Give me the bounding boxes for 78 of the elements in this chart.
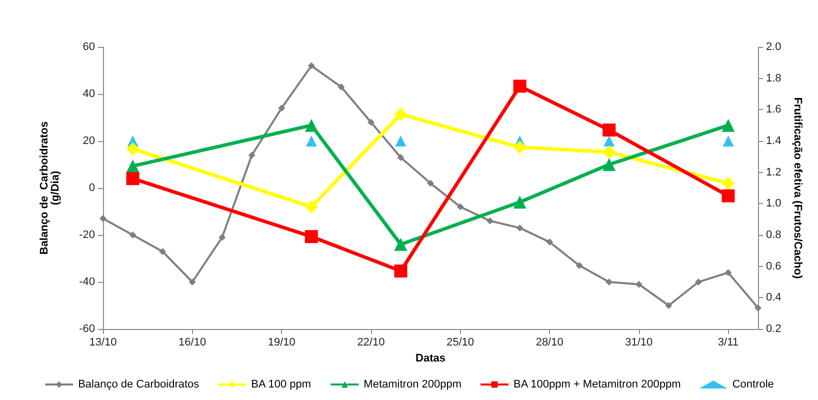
y-tick-label: -40 [79, 276, 95, 288]
point [308, 62, 315, 70]
y2-tick-label: 1.8 [766, 72, 782, 84]
legend-label: BA 100 ppm [251, 378, 312, 390]
y-tick-label: -60 [79, 323, 95, 335]
point [513, 196, 526, 209]
y-axis-title: Balanço de Carboidratos (g/Dia) [38, 121, 62, 255]
point [754, 304, 762, 312]
point [218, 234, 226, 241]
point [722, 176, 735, 190]
point [159, 248, 166, 255]
point [694, 278, 702, 286]
x-tick-label: 22/10 [357, 336, 385, 348]
point [306, 136, 317, 146]
point [304, 118, 318, 132]
y-tick-label: -20 [79, 229, 95, 241]
y2-tick-label: 2.0 [766, 41, 782, 53]
point [188, 278, 196, 286]
point [486, 217, 494, 224]
point [395, 136, 406, 146]
y2-tick-label: 0.2 [766, 323, 782, 335]
legend-label: Metamitron 200ppm [364, 378, 462, 390]
point [394, 238, 408, 251]
point [394, 264, 408, 278]
y-tick-label: 60 [82, 41, 95, 53]
point [100, 215, 106, 222]
point [722, 136, 734, 146]
point [456, 203, 464, 210]
point [394, 108, 408, 121]
x-tick-label: 28/10 [536, 336, 564, 348]
x-axis-title: Datas [416, 352, 446, 364]
point [513, 140, 526, 154]
y2-tick-label: 0.4 [766, 292, 782, 304]
point [427, 180, 434, 187]
legend-label: Controle [732, 378, 774, 390]
x-tick-label: 25/10 [446, 336, 474, 348]
point [126, 142, 140, 156]
point [722, 189, 735, 202]
point [513, 80, 526, 93]
point [722, 118, 735, 132]
point [248, 152, 256, 159]
y2-tick-label: 1.4 [766, 135, 782, 147]
point [602, 124, 616, 137]
x-tick-label: 13/10 [89, 336, 117, 348]
point [126, 172, 140, 186]
x-tick-label: 3/11 [718, 336, 739, 348]
point [367, 118, 374, 126]
point [602, 158, 616, 171]
point [516, 224, 524, 232]
point [129, 232, 136, 238]
y2-axis-title: Frutificação efetiva (Frutos/Cacho) [792, 97, 804, 280]
x-tick-label: 31/10 [625, 336, 653, 348]
y2-tick-label: 0.8 [766, 229, 782, 241]
point [606, 278, 613, 286]
point [602, 145, 616, 158]
point [397, 154, 404, 161]
legend-label: Balanço de Carboidratos [78, 378, 200, 390]
y2-tick-label: 0.6 [766, 260, 782, 272]
point [278, 104, 286, 112]
y2-tick-label: 1.2 [766, 166, 782, 178]
y2-tick-label: 1.0 [766, 198, 782, 210]
x-tick-label: 19/10 [268, 336, 296, 348]
y-tick-label: 20 [82, 135, 95, 147]
point [604, 136, 615, 146]
point [304, 200, 318, 214]
point [576, 262, 583, 270]
point [304, 230, 318, 244]
legend-label: BA 100ppm + Metamitron 200ppm [514, 378, 681, 390]
point [126, 160, 140, 173]
y-tick-label: 0 [88, 182, 95, 194]
point [665, 302, 672, 309]
point [338, 83, 345, 90]
point [546, 238, 554, 246]
y2-tick-label: 1.6 [766, 104, 782, 116]
y-tick-label: 40 [82, 88, 95, 100]
x-tick-label: 16/10 [178, 336, 206, 348]
point [724, 269, 732, 276]
point [635, 280, 642, 288]
